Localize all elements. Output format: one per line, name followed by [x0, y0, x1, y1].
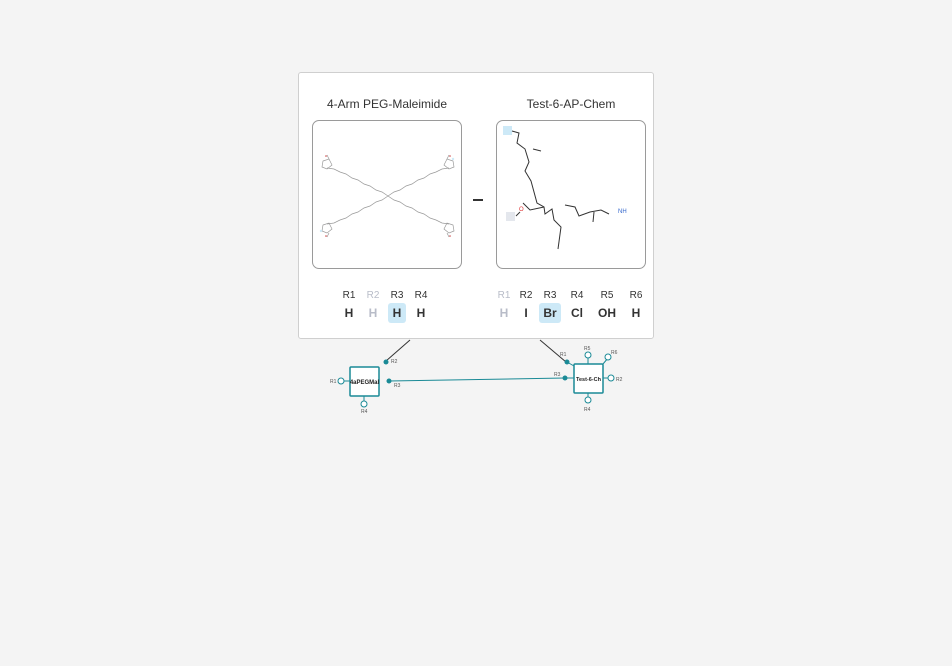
rgroup-label: R6: [629, 290, 643, 301]
port-label: R2: [391, 359, 398, 365]
port-r6[interactable]: [604, 353, 612, 361]
port-r2[interactable]: [383, 359, 389, 365]
comparison-separator: [473, 199, 483, 201]
rgroup-label: R2: [366, 290, 380, 301]
rgroup-value: OH: [598, 306, 616, 320]
rgroup-left-r1[interactable]: R1 H: [337, 289, 361, 323]
port-r3[interactable]: [562, 375, 568, 381]
port-label: R2: [616, 377, 623, 383]
graph-node-test-6-ch[interactable]: Test-6-Ch R1 R2 R3 R4 R5 R6: [554, 346, 623, 413]
rgroup-value: Br: [539, 303, 561, 323]
callout-line-left: [385, 339, 411, 362]
port-r2[interactable]: [607, 374, 615, 382]
port-label: R4: [584, 407, 591, 413]
structure-test-6-ap-chem[interactable]: O NH: [496, 120, 646, 269]
rgroup-label: R3: [543, 290, 557, 301]
rgroup-value: H: [344, 306, 354, 320]
rgroup-right-r2[interactable]: R2 I: [514, 289, 538, 323]
port-r3[interactable]: [386, 378, 392, 384]
rgroup-value: H: [388, 303, 406, 323]
rgroup-label: R1: [342, 290, 356, 301]
graph-node-4apegmal[interactable]: 4aPEGMal R1 R2 R3 R4: [330, 359, 401, 415]
structure-4arm-peg-maleimide[interactable]: [312, 120, 462, 269]
rgroup-value: H: [499, 306, 509, 320]
node-label: 4aPEGMal: [350, 380, 380, 386]
port-r1[interactable]: [337, 377, 345, 385]
nitrogen-atom-label: NH: [618, 209, 627, 215]
rgroup-right-r3[interactable]: R3 Br: [538, 289, 562, 323]
molecule-title-left: 4-Arm PEG-Maleimide: [326, 97, 448, 111]
rgroup-left-r4[interactable]: R4 H: [409, 289, 433, 323]
rgroup-right-r4[interactable]: R4 Cl: [565, 289, 589, 323]
rgroup-label: R5: [600, 290, 614, 301]
port-r1[interactable]: [564, 359, 570, 365]
rgroup-value: H: [416, 306, 426, 320]
rgroup-right-r1[interactable]: R1 H: [492, 289, 516, 323]
port-label: R6: [611, 350, 618, 356]
rgroup-label: R4: [570, 290, 584, 301]
oxygen-atom-label: O: [519, 207, 524, 213]
rgroup-value: I: [524, 306, 528, 320]
rgroup-right-r6[interactable]: R6 H: [624, 289, 648, 323]
node-label: Test-6-Ch: [576, 377, 602, 383]
rgroup-label: R2: [519, 290, 533, 301]
port-label: R4: [361, 409, 368, 415]
bond-edge-r3-r3[interactable]: [388, 377, 566, 382]
port-r4[interactable]: [360, 400, 368, 408]
r-group-marker-r1: [506, 212, 515, 221]
rgroup-left-r2[interactable]: R2 H: [361, 289, 385, 323]
rgroup-right-r5[interactable]: R5 OH: [595, 289, 619, 323]
rgroup-left-r3[interactable]: R3 H: [385, 289, 409, 323]
port-label: R5: [584, 346, 591, 352]
port-label: R1: [330, 379, 337, 385]
molecule-title-right: Test-6-AP-Chem: [526, 97, 616, 111]
r-group-marker-r3: [503, 126, 512, 135]
monomer-comparison-panel: 4-Arm PEG-Maleimide Test-6-AP-Chem: [298, 72, 654, 339]
port-label: R1: [560, 352, 567, 358]
port-r4[interactable]: [584, 396, 592, 404]
rgroup-value: H: [631, 306, 641, 320]
port-r5[interactable]: [584, 351, 592, 359]
rgroup-value: H: [368, 306, 378, 320]
rgroup-value: Cl: [571, 306, 583, 320]
callout-line-right: [539, 339, 567, 363]
rgroup-label: R4: [414, 290, 428, 301]
rgroup-label: R3: [390, 290, 404, 301]
port-label: R3: [394, 383, 401, 389]
port-label: R3: [554, 372, 561, 378]
rgroup-label: R1: [497, 290, 511, 301]
